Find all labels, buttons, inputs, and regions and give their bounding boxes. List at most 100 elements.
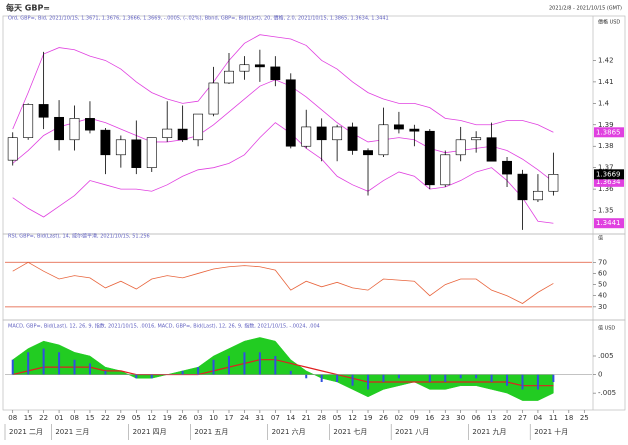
candle-body (54, 116, 65, 141)
candle-body (486, 137, 497, 162)
x-tick-label: 09 (410, 414, 419, 422)
candle-body (316, 126, 327, 141)
histogram-bar (397, 374, 400, 379)
axis-label: 值 (598, 235, 603, 242)
x-tick-label: 07 (271, 414, 280, 422)
histogram-bar (521, 374, 524, 390)
histogram-bar (181, 370, 184, 375)
candle-body (115, 139, 126, 156)
histogram-bar (428, 374, 431, 382)
histogram-bar (243, 352, 246, 375)
histogram-bar (104, 370, 107, 375)
x-tick-label: 19 (163, 414, 172, 422)
rsi-line (12, 261, 554, 304)
y-tick-label: 1.35 (598, 207, 614, 215)
y-tick-label: 1.36 (598, 185, 614, 193)
candle-body (424, 130, 435, 186)
histogram-bar (382, 374, 385, 382)
x-tick-label: 16 (425, 414, 434, 422)
legend: RSI, GBP=, Bid(Last), 14, 威尔德平滑, 2021/10… (8, 233, 150, 240)
candle-body (409, 128, 420, 132)
y-tick-label: -.005 (598, 389, 616, 397)
histogram-bar (536, 374, 539, 390)
candle-body (332, 126, 343, 141)
signal-line (12, 359, 554, 387)
candle-body (146, 137, 157, 168)
bollinger-lower (12, 122, 554, 224)
month-label: 2021 五月 (194, 428, 228, 436)
x-tick-label: 02 (394, 414, 403, 422)
month-label: 2021 三月 (55, 428, 89, 436)
y-tick-label: 0 (598, 371, 602, 379)
histogram-bar (135, 374, 138, 379)
histogram-bar (42, 348, 45, 375)
x-tick-label: 29 (116, 414, 125, 422)
x-tick-label: 15 (85, 414, 94, 422)
candle-body (100, 129, 111, 156)
axis-label: 值 USD (598, 325, 615, 332)
histogram-bar (150, 374, 153, 379)
candle-body (502, 160, 512, 175)
x-tick-label: 31 (255, 414, 264, 422)
candle-body (378, 124, 389, 156)
candle-body (85, 118, 95, 131)
candle-body (517, 173, 528, 201)
x-tick-label: 18 (564, 414, 573, 422)
y-tick-label: 40 (598, 292, 607, 300)
histogram-bar (444, 374, 447, 382)
price-marker-label: 1.3634 (596, 178, 621, 186)
y-tick-label: 1.38 (598, 142, 614, 150)
candle-body (224, 70, 234, 84)
histogram-bar (336, 374, 339, 382)
y-tick-label: 60 (598, 269, 607, 277)
candle-body (532, 190, 543, 201)
month-label: 2021 八月 (395, 428, 429, 436)
histogram-bar (459, 374, 462, 379)
x-tick-label: 28 (317, 414, 326, 422)
candle-body (270, 66, 281, 81)
x-tick-label: 30 (456, 414, 465, 422)
candle-body (162, 128, 173, 138)
month-label: 2021 四月 (133, 428, 167, 436)
bollinger-upper (12, 34, 554, 133)
x-tick-label: 26 (379, 414, 388, 422)
candle-body (393, 124, 404, 130)
histogram-bar (351, 374, 354, 386)
y-tick-label: 70 (598, 258, 607, 266)
price-marker-label: 1.3865 (596, 128, 621, 136)
x-tick-label: 05 (132, 414, 141, 422)
x-tick-label: 22 (39, 414, 48, 422)
x-tick-label: 08 (8, 414, 17, 422)
histogram-bar (88, 363, 91, 375)
histogram-bar (506, 374, 509, 386)
y-tick-label: 50 (598, 281, 607, 289)
x-tick-label: 10 (209, 414, 218, 422)
macd-area (12, 337, 554, 401)
legend: MACD, GBP=, Bid(Last), 12, 26, 9, 指数, 20… (8, 323, 320, 330)
candle-body (38, 104, 49, 118)
x-tick-label: 11 (549, 414, 558, 422)
x-tick-label: 15 (24, 414, 33, 422)
month-label: 2021 六月 (272, 427, 306, 436)
y-tick-label: 30 (598, 303, 607, 311)
price-marker-label: 1.3441 (596, 219, 621, 227)
histogram-bar (552, 374, 555, 382)
x-tick-label: 13 (487, 414, 496, 422)
y-tick-label: 1.37 (598, 164, 614, 172)
x-tick-label: 05 (333, 414, 342, 422)
y-tick-label: 1.41 (598, 78, 614, 86)
histogram-bar (227, 356, 230, 375)
candle-body (131, 139, 142, 168)
histogram-bar (258, 352, 261, 375)
y-tick-label: 1.42 (598, 56, 614, 64)
histogram-bar (490, 374, 493, 382)
y-tick-label: 1.39 (598, 121, 614, 129)
price-marker (594, 218, 624, 229)
histogram-bar (58, 352, 61, 375)
y-tick-label: 1.4 (598, 99, 610, 107)
x-tick-label: 20 (503, 414, 512, 422)
x-tick-label: 23 (441, 414, 450, 422)
legend: Ord, GBP=, Bid, 2021/10/15, 1.3671, 1.36… (8, 15, 389, 22)
x-tick-label: 25 (580, 414, 589, 422)
